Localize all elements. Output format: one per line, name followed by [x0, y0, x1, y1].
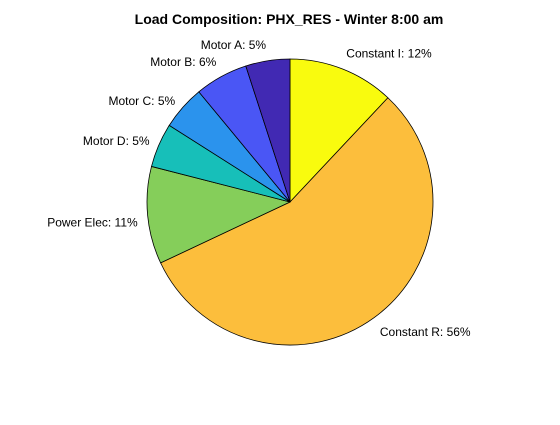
- pie-label-motor-c: Motor C: 5%: [109, 94, 176, 108]
- pie-label-power-elec: Power Elec: 11%: [47, 215, 138, 229]
- pie-slices: [147, 59, 433, 345]
- pie-label-motor-a: Motor A: 5%: [201, 38, 267, 52]
- chart-title: Load Composition: PHX_RES - Winter 8:00 …: [135, 11, 444, 27]
- pie-label-motor-d: Motor D: 5%: [83, 134, 150, 148]
- pie-label-constant-r: Constant R: 56%: [380, 325, 471, 339]
- pie-label-motor-b: Motor B: 6%: [150, 55, 216, 69]
- pie-label-constant-i: Constant I: 12%: [346, 47, 432, 61]
